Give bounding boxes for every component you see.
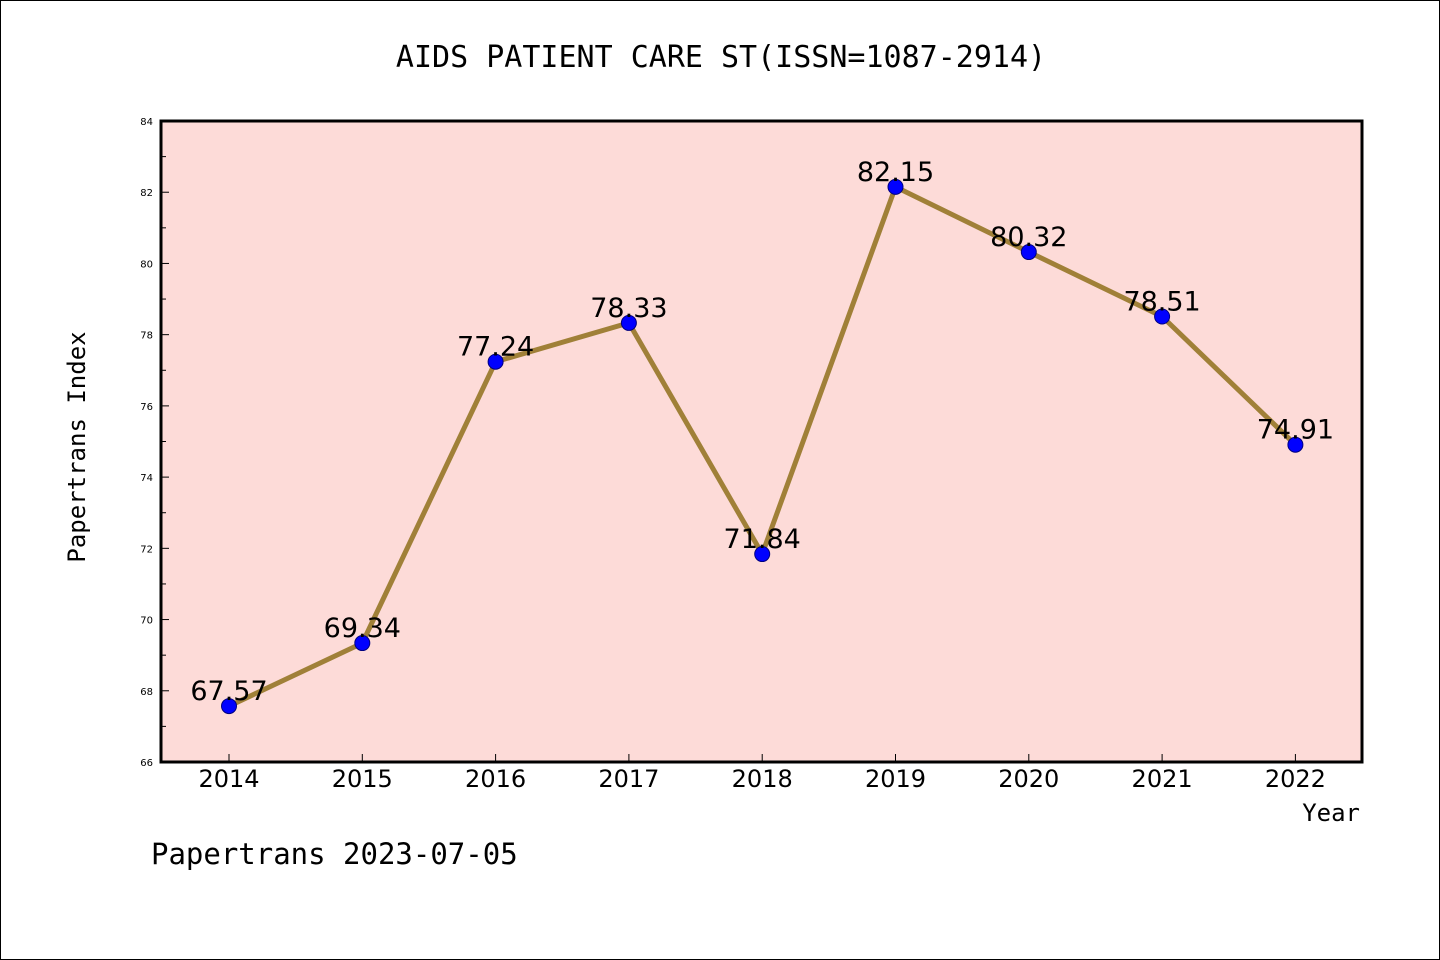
data-point	[1020, 244, 1037, 261]
y-tick-label: 76	[140, 402, 153, 413]
y-tick-label: 68	[140, 687, 153, 698]
x-tick-label: 2019	[865, 765, 926, 793]
x-tick-label: 2018	[732, 765, 793, 793]
x-tick-label: 2021	[1132, 765, 1193, 793]
y-tick-label: 74	[140, 473, 153, 484]
chart-title: AIDS PATIENT CARE ST(ISSN=1087-2914)	[396, 40, 1046, 75]
data-label: 78.51	[1123, 287, 1200, 318]
x-axis: 2014 2015 2016 2017 2018 2019 2020 2021 2022	[198, 754, 1326, 793]
data-label: 74.91	[1257, 415, 1334, 446]
x-axis-label: Year	[1302, 799, 1360, 827]
x-tick-label: 2015	[332, 765, 393, 793]
data-markers	[221, 178, 1304, 715]
y-tick-label: 82	[140, 188, 153, 199]
data-label: 78.33	[590, 293, 667, 324]
x-tick-label: 2020	[998, 765, 1059, 793]
data-labels: 67.57 69.34 77.24 78.33 71.84 82.15 80.32 78.51…	[190, 157, 1334, 707]
y-tick-label: 70	[140, 616, 153, 627]
y-axis-label: Papertrans Index	[63, 331, 91, 562]
x-tick-label: 2022	[1265, 765, 1326, 793]
footer-watermark: Papertrans 2023-07-05	[151, 837, 518, 871]
data-label: 80.32	[990, 222, 1067, 253]
data-point	[1287, 436, 1304, 453]
data-label: 82.15	[857, 157, 934, 188]
x-tick-label: 2016	[465, 765, 526, 793]
y-tick-label: 72	[140, 544, 153, 555]
data-point	[487, 353, 504, 370]
y-tick-label: 80	[140, 259, 153, 270]
plot-border	[159, 119, 1364, 764]
data-label: 67.57	[190, 676, 267, 707]
data-point	[221, 698, 237, 715]
data-point	[1154, 308, 1171, 325]
data-point	[354, 635, 371, 652]
y-tick-label: 84	[140, 117, 153, 128]
data-point	[887, 178, 904, 195]
x-tick-label: 2014	[198, 765, 259, 793]
data-label: 71.84	[724, 524, 801, 555]
plot-area	[161, 121, 1362, 762]
y-tick-label: 66	[140, 758, 153, 769]
y-axis: 66 68 70 72 74 76 78 80 82 84	[140, 117, 169, 769]
data-point	[620, 314, 637, 331]
data-label: 77.24	[457, 332, 534, 363]
data-label: 69.34	[324, 613, 401, 644]
data-point	[754, 546, 771, 563]
y-tick-label: 78	[140, 331, 153, 342]
x-tick-label: 2017	[598, 765, 659, 793]
